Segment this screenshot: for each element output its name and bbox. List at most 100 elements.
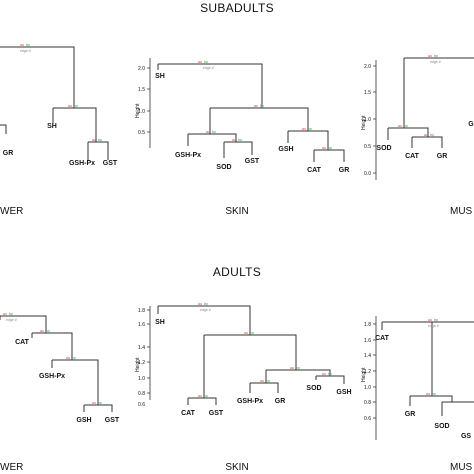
node-label-au: au (66, 356, 70, 360)
node-label-bp: bp (250, 331, 254, 335)
leaf-label: GR (437, 153, 448, 160)
axis-tick: 1.4 (364, 353, 371, 359)
node-label-bp: bp (434, 318, 438, 322)
axis-tick: 1.8 (364, 322, 371, 328)
axis-tick: 1.5 (364, 90, 371, 96)
axis-tick: 1.5 (138, 87, 145, 93)
axis-tick: 1.6 (364, 338, 371, 344)
node-label-au: au (232, 138, 236, 142)
leaf-label: G (468, 121, 474, 128)
node-label-bp: bp (328, 146, 332, 150)
leaf-label: GSH-Px (69, 160, 95, 167)
node-label-bp: bp (98, 401, 102, 405)
section-title-subadults: SUBADULTS (200, 1, 274, 15)
node-label-au: au (424, 133, 428, 137)
node-label-au: au (206, 130, 210, 134)
node-label-edge: edge # (203, 66, 214, 70)
node-label-bp: bp (72, 356, 76, 360)
leaf-label: CAT (375, 335, 390, 342)
node-label-au: au (3, 312, 7, 316)
node-label-edge: edge # (430, 60, 441, 64)
leaf-label: SH (155, 73, 165, 80)
leaf-label: CAT (15, 339, 30, 346)
node-label-au: au (244, 331, 248, 335)
node-label-au: au (198, 302, 202, 306)
leaf-label: GR (339, 167, 350, 174)
node-label-bp: bp (404, 124, 408, 128)
axis-tick: 0.0 (364, 171, 371, 177)
node-label-au: au (426, 392, 430, 396)
node-label-bp: bp (46, 329, 50, 333)
node-label-bp: bp (74, 104, 78, 108)
node-label-bp: bp (308, 127, 312, 131)
axis-tick: 1.0 (364, 117, 371, 123)
leaf-label: GSH-Px (39, 373, 65, 380)
leaf-label: SH (155, 319, 165, 326)
node-label-bp: bp (296, 366, 300, 370)
leaf-label: GST (103, 160, 118, 167)
node-label-bp: bp (266, 379, 270, 383)
node-label-bp: bp (204, 302, 208, 306)
node-label-au: au (198, 60, 202, 64)
panel-label-muscle: MUS (450, 206, 473, 217)
node-label-au: au (92, 138, 96, 142)
node-label-edge: edge # (428, 324, 439, 328)
node-label-bp: bp (204, 60, 208, 64)
node-label-au: au (260, 379, 264, 383)
panel-label-skin: SKIN (225, 462, 248, 473)
node-label-bp: bp (212, 130, 216, 134)
leaf-label: SOD (434, 423, 449, 430)
leaf-label: GST (105, 417, 120, 424)
axis-tick: 0.8 (364, 400, 371, 406)
leaf-label: GSH (278, 146, 293, 153)
leaf-label: SOD (376, 145, 391, 152)
axis-tick: 1.6 (138, 322, 145, 328)
axis-tick: 1.2 (364, 369, 371, 375)
node-label-au: au (40, 329, 44, 333)
axis-tick: 1.4 (138, 345, 145, 351)
dendrogram-adults-liver: au bp edge # au bp au bp au bp CAT GSH-P… (0, 312, 120, 424)
leaf-label: GR (405, 411, 416, 418)
axis-tick: 0.6 (364, 416, 371, 422)
panel-label-muscle: MUS (450, 462, 473, 473)
node-label-bp: bp (98, 138, 102, 142)
leaf-label: CAT (405, 153, 420, 160)
node-label-edge: edge # (6, 318, 17, 322)
axis-tick: 1.0 (138, 376, 145, 382)
node-label-edge: edge # (20, 49, 31, 53)
node-label-au: au (302, 127, 306, 131)
axis-label-height: Height (361, 115, 367, 130)
node-label-au: au (198, 394, 202, 398)
node-label-bp: bp (238, 138, 242, 142)
node-label-au: au (398, 124, 402, 128)
axis-tick: 1.8 (138, 308, 145, 314)
node-label-au: au (428, 318, 432, 322)
panel-label-liver: WER (0, 462, 23, 473)
axis-label-height: Height (361, 367, 367, 382)
node-label-bp: bp (328, 372, 332, 376)
dendrogram-adults-skin: 1.8 1.6 1.4 1.2 1.0 0.8 0.6 Height au bp… (135, 302, 352, 417)
node-label-au: au (254, 104, 258, 108)
dendrogram-subadults-skin: 2.0 1.5 1.0 0.5 Height au bp edge # au b… (135, 58, 349, 174)
leaf-label: CAT (181, 410, 196, 417)
axis-tick: 0.6 (138, 402, 145, 408)
axis-label-height: Height (135, 357, 141, 372)
axis-tick: 2.0 (138, 66, 145, 72)
node-label-au: au (68, 104, 72, 108)
leaf-label: GR (275, 398, 286, 405)
leaf-label: GS (461, 433, 471, 440)
axis-tick: 0.5 (364, 144, 371, 150)
dendrogram-adults-muscle: 1.8 1.6 1.4 1.2 1.0 0.8 0.6 Height au bp… (361, 316, 474, 440)
node-label-bp: bp (434, 54, 438, 58)
leaf-label: SOD (216, 164, 231, 171)
dendrogram-subadults-liver: au bp edge # au bp au bp SH GR GSH-Px GS… (0, 43, 118, 167)
node-label-au: au (428, 54, 432, 58)
node-label-au: au (322, 372, 326, 376)
node-label-au: au (290, 366, 294, 370)
panel-label-liver: WER (0, 206, 23, 217)
leaf-label: GSH (76, 417, 91, 424)
axis-tick: 0.8 (138, 391, 145, 397)
node-label-bp: bp (430, 133, 434, 137)
leaf-label: GST (209, 410, 224, 417)
axis-label-height: Height (135, 103, 141, 118)
